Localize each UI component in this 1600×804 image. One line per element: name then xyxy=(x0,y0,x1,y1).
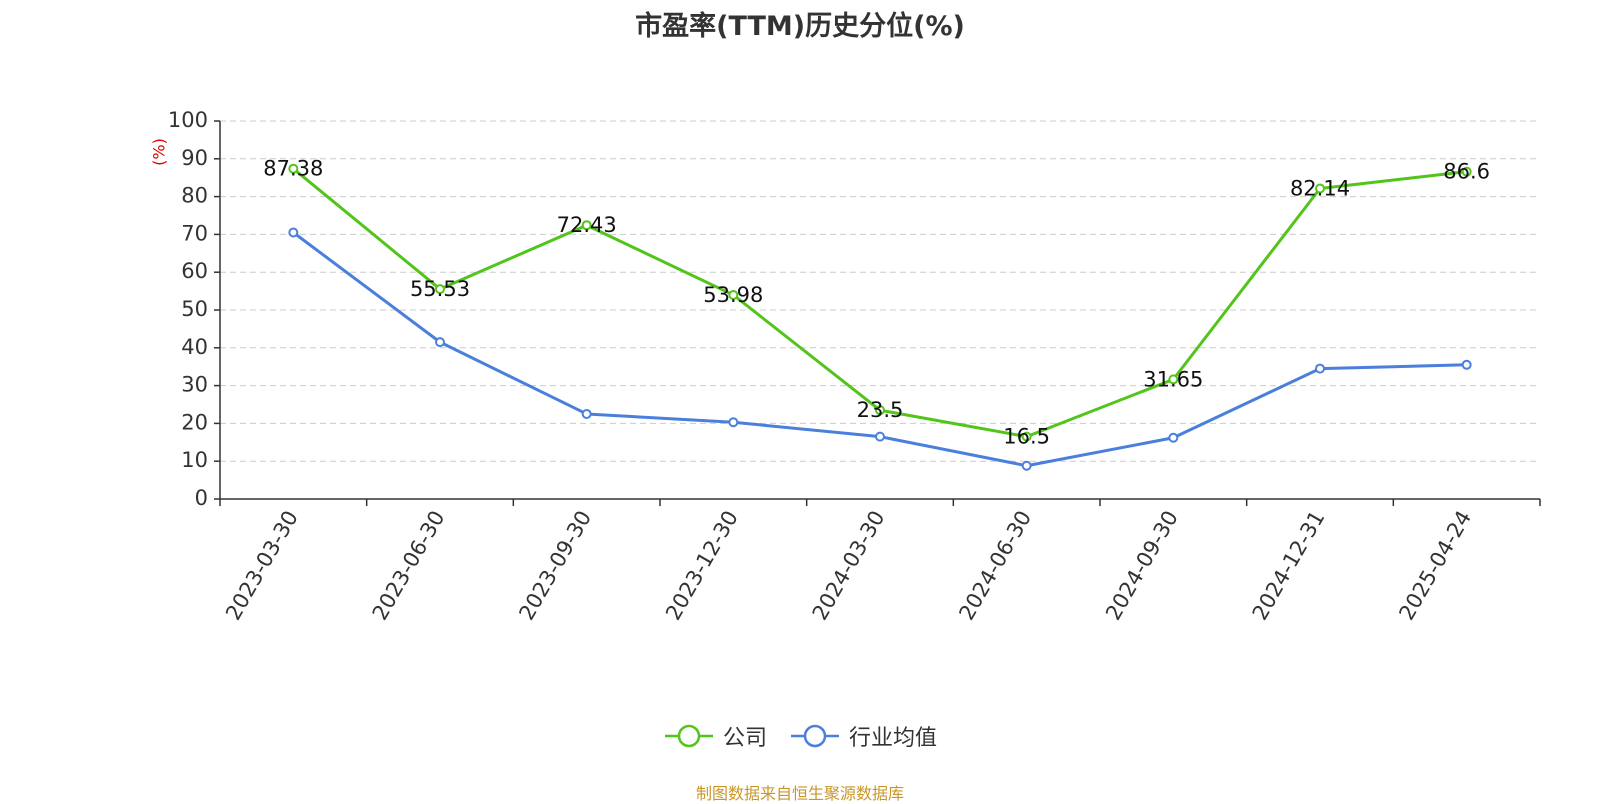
chart-title: 市盈率(TTM)历史分位(%) xyxy=(635,11,965,42)
y-tick-label: 60 xyxy=(181,259,208,283)
data-label: 55.53 xyxy=(410,277,470,301)
data-point[interactable] xyxy=(1021,431,1032,442)
data-point[interactable] xyxy=(1461,166,1472,177)
legend-line-circle-icon xyxy=(791,724,839,748)
x-tick-label: 2024-12-31 xyxy=(1248,507,1330,625)
x-tick-label: 2024-06-30 xyxy=(954,507,1036,625)
data-label: 31.65 xyxy=(1143,367,1203,391)
data-label: 53.98 xyxy=(703,283,763,307)
data-label: 72.43 xyxy=(557,213,617,237)
legend[interactable]: 公司 行业均值 xyxy=(0,720,1600,752)
data-point[interactable] xyxy=(1021,460,1032,471)
data-label: 86.6 xyxy=(1443,160,1490,184)
data-point[interactable] xyxy=(581,220,592,231)
x-tick-label: 2024-03-30 xyxy=(808,507,890,625)
data-label: 16.5 xyxy=(1003,425,1050,449)
x-tick-label: 2023-03-30 xyxy=(221,507,303,625)
x-tick-label: 2024-09-30 xyxy=(1101,507,1183,625)
data-label-layer: 87.38 55.53 72.43 53.98 23.5 16.5 31.65 82.14 86… xyxy=(263,157,1490,449)
y-tick-label: 40 xyxy=(181,335,208,359)
data-point[interactable] xyxy=(288,227,299,238)
series-layer xyxy=(288,163,1472,471)
data-point[interactable] xyxy=(875,431,885,442)
x-tick-label: 2025-04-24 xyxy=(1394,507,1476,625)
data-point[interactable] xyxy=(875,405,885,416)
series-line-1 xyxy=(292,231,1467,468)
y-tick-label: 80 xyxy=(181,184,208,208)
legend-item[interactable]: 行业均值 xyxy=(789,720,937,752)
source-footer: 制图数据来自恒生聚源数据库 xyxy=(695,784,904,803)
data-point[interactable] xyxy=(1168,374,1179,385)
y-tick-label: 10 xyxy=(181,448,208,472)
data-point[interactable] xyxy=(288,163,299,174)
y-tick-label: 70 xyxy=(181,221,208,245)
x-tick-label: 2023-09-30 xyxy=(514,507,596,625)
data-point[interactable] xyxy=(435,337,445,348)
data-point[interactable] xyxy=(1461,359,1472,370)
data-point[interactable] xyxy=(435,284,445,295)
data-point[interactable] xyxy=(1168,432,1179,443)
data-point[interactable] xyxy=(1315,363,1325,374)
data-label: 82.14 xyxy=(1290,177,1350,201)
y-tick-label: 90 xyxy=(181,146,208,170)
legend-label: 行业均值 xyxy=(849,726,938,751)
y-tick-label: 0 xyxy=(195,486,208,510)
y-tick-label: 30 xyxy=(181,373,208,397)
data-label: 87.38 xyxy=(263,157,323,181)
y-axis-label: (%) xyxy=(150,138,169,166)
legend-label: 公司 xyxy=(722,726,767,751)
grid-layer xyxy=(220,120,1540,462)
data-point[interactable] xyxy=(728,417,739,428)
series-line-0 xyxy=(292,167,1467,439)
y-tick-label: 100 xyxy=(168,108,208,132)
y-tick-label: 20 xyxy=(181,410,208,434)
y-tick-label: 50 xyxy=(181,297,208,321)
legend-item[interactable]: 公司 xyxy=(663,720,767,752)
data-point[interactable] xyxy=(728,289,739,300)
legend-line-circle-icon xyxy=(664,724,713,748)
data-label: 23.5 xyxy=(857,398,904,422)
data-point[interactable] xyxy=(581,408,592,419)
x-tick-label: 2023-12-30 xyxy=(661,507,743,625)
x-tick-label: 2023-06-30 xyxy=(368,507,450,625)
data-point[interactable] xyxy=(1315,183,1325,194)
